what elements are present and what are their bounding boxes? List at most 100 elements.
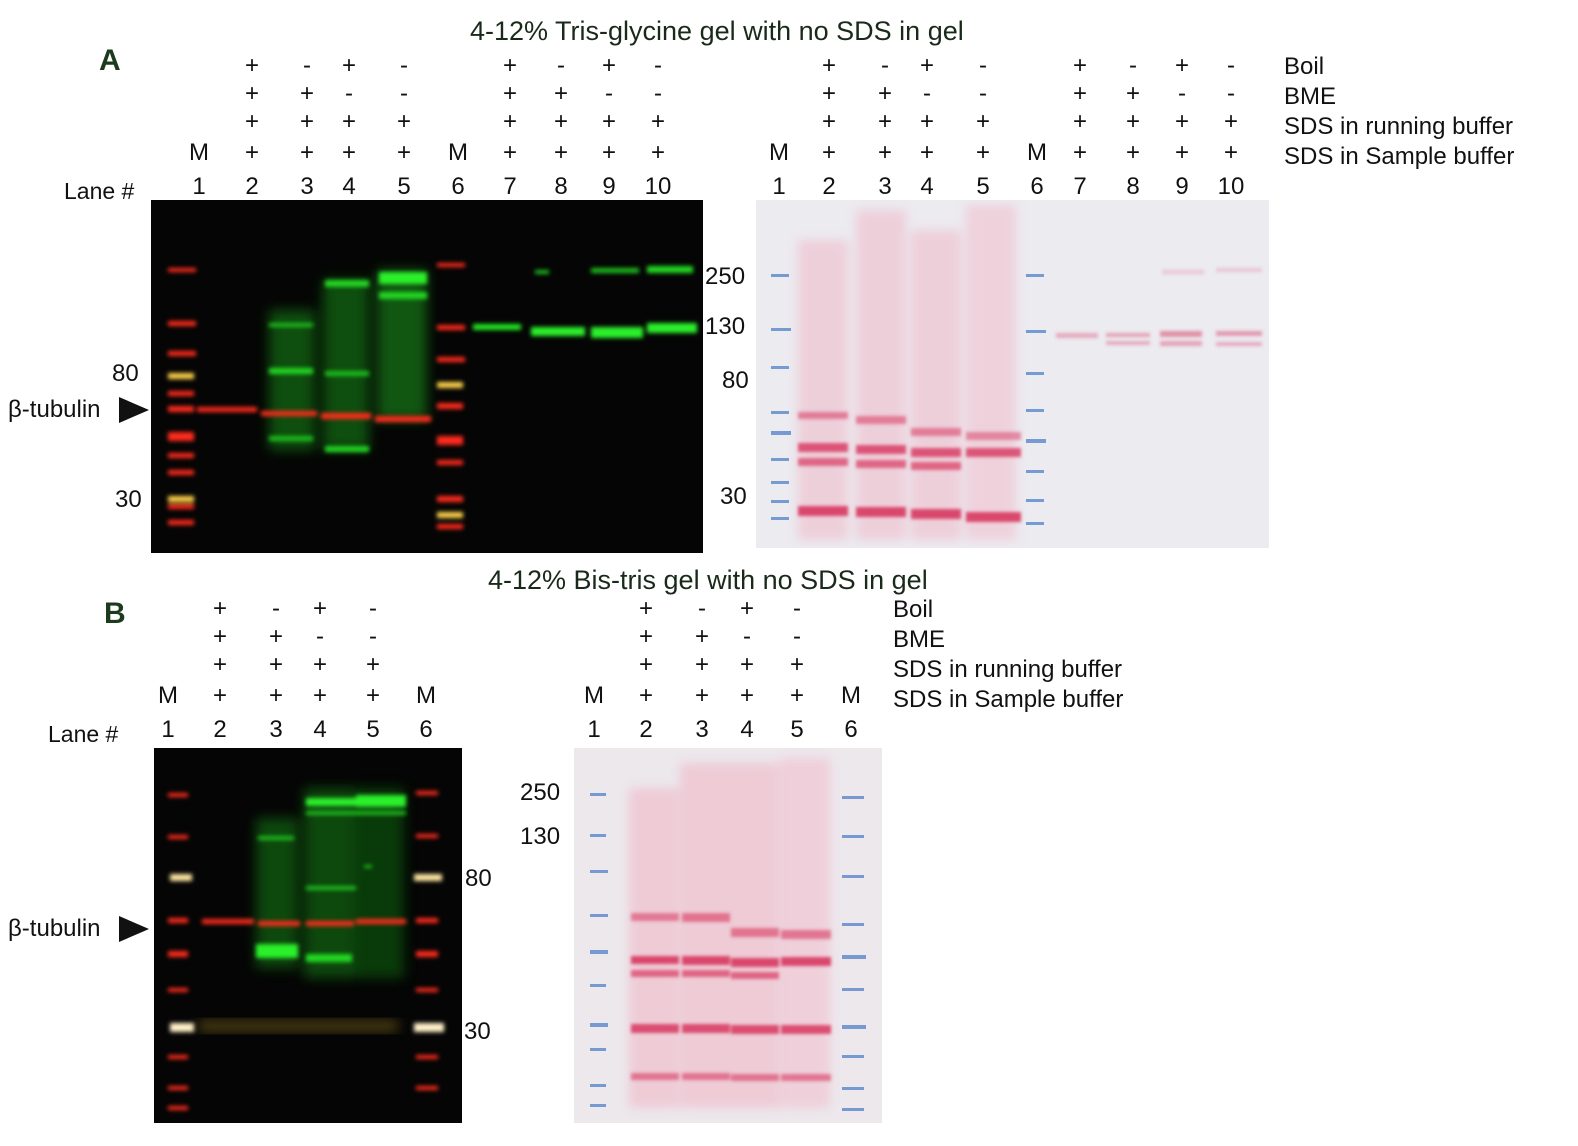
condition-symbol-sds-running-lane-9: +	[1174, 108, 1189, 135]
condition-symbol-sds-sample-lane-8: +	[1125, 139, 1140, 166]
blue-marker-lane-1	[771, 274, 791, 520]
lane-number-5: 5	[976, 173, 990, 200]
panel-b-label-bme: BME	[893, 626, 946, 653]
lane-number-1: 1	[772, 173, 786, 200]
condition-symbol-sds-running-lane-4: +	[341, 108, 356, 135]
condition-symbol-sds-sample-lane-9: +	[601, 139, 616, 166]
panel-b-lane-header: Lane #	[48, 721, 119, 747]
panel-b-beta-tubulin-arrow	[119, 916, 149, 942]
condition-symbol-sds-sample-lane-3: +	[299, 139, 314, 166]
condition-symbol-sds-running-lane-3: +	[877, 108, 892, 135]
lane-number-2: 2	[822, 173, 836, 200]
condition-symbol-bme-lane-8: +	[553, 80, 568, 107]
marker-ladder-lane-6	[437, 263, 465, 529]
lane-number-5: 5	[397, 173, 411, 200]
condition-symbol-boil-lane-3: -	[272, 595, 280, 622]
condition-symbol-sds-sample-lane-3: +	[694, 682, 709, 709]
condition-symbol-bme-lane-5: -	[369, 623, 377, 650]
marker-label-lane-6: M	[448, 139, 468, 166]
condition-symbol-sds-sample-lane-7: +	[1072, 139, 1087, 166]
condition-symbol-bme-lane-4: -	[316, 623, 324, 650]
condition-symbol-sds-running-lane-5: +	[365, 651, 380, 678]
panel-a-right-mw-80: 80	[722, 367, 749, 394]
condition-symbol-boil-lane-5: -	[793, 595, 801, 622]
condition-symbol-sds-sample-lane-10: +	[650, 139, 665, 166]
panel-a-mw-130: 130	[705, 313, 746, 340]
panel-b-label-boil: Boil	[893, 596, 934, 623]
panel-b-right-mw-130: 130	[520, 823, 561, 850]
condition-symbol-bme-lane-5: -	[400, 80, 408, 107]
lane-number-3: 3	[269, 716, 283, 743]
ponceau-bands	[798, 268, 1262, 522]
panel-a-letter: A	[99, 44, 121, 77]
condition-symbol-sds-running-lane-7: +	[502, 108, 517, 135]
marker-ladder-lane-1	[168, 268, 196, 525]
panel-a-mw-80: 80	[112, 360, 139, 387]
panel-a-fluorescent-blot	[151, 200, 703, 553]
condition-symbol-sds-running-lane-3: +	[299, 108, 314, 135]
green-bands	[269, 266, 697, 452]
blue-marker-lane-6	[842, 796, 866, 1111]
condition-symbol-sds-running-lane-2: +	[638, 651, 653, 678]
marker-label-lane-6: M	[416, 682, 436, 709]
condition-symbol-boil-lane-8: -	[557, 52, 565, 79]
marker-label-lane-6: M	[841, 682, 861, 709]
condition-symbol-boil-lane-5: -	[400, 52, 408, 79]
lane-number-7: 7	[503, 173, 517, 200]
condition-symbol-bme-lane-3: +	[299, 80, 314, 107]
panel-b-mw-80: 80	[465, 865, 492, 892]
panel-a-label-sds-sample: SDS in Sample buffer	[1284, 143, 1515, 170]
panel-b-title: 4-12% Bis-tris gel with no SDS in gel	[488, 565, 928, 595]
condition-symbol-bme-lane-7: +	[1072, 80, 1087, 107]
panel-a-lane-header: Lane #	[64, 178, 135, 204]
condition-symbol-sds-running-lane-3: +	[694, 651, 709, 678]
pink-smears	[798, 205, 1016, 540]
condition-symbol-sds-running-lane-4: +	[312, 651, 327, 678]
condition-symbol-bme-lane-3: +	[877, 80, 892, 107]
condition-symbol-sds-running-lane-10: +	[1223, 108, 1238, 135]
condition-symbol-bme-lane-4: -	[923, 80, 931, 107]
green-smear-lanes-3-5	[256, 788, 404, 978]
lane-number-2: 2	[639, 716, 653, 743]
condition-symbol-boil-lane-10: -	[654, 52, 662, 79]
condition-symbol-bme-lane-2: +	[212, 623, 227, 650]
lane-number-2: 2	[245, 173, 259, 200]
condition-symbol-bme-lane-9: -	[605, 80, 613, 107]
condition-symbol-sds-sample-lane-3: +	[877, 139, 892, 166]
panel-b-mw-30: 30	[464, 1018, 491, 1045]
condition-symbol-sds-sample-lane-3: +	[268, 682, 283, 709]
lane-number-8: 8	[554, 173, 568, 200]
condition-symbol-sds-running-lane-10: +	[650, 108, 665, 135]
lane-number-8: 8	[1126, 173, 1140, 200]
lane-number-9: 9	[1175, 173, 1189, 200]
faint-low-bands	[198, 1020, 398, 1032]
panel-a-label-sds-running: SDS in running buffer	[1284, 113, 1514, 140]
condition-symbol-sds-running-lane-5: +	[789, 651, 804, 678]
condition-symbol-sds-running-lane-5: +	[975, 108, 990, 135]
panel-b-label-sds-sample: SDS in Sample buffer	[893, 686, 1124, 713]
ponceau-bands	[631, 913, 831, 1081]
lane-number-5: 5	[790, 716, 804, 743]
condition-symbol-boil-lane-8: -	[1129, 52, 1137, 79]
condition-symbol-boil-lane-4: +	[919, 52, 934, 79]
condition-symbol-boil-lane-4: +	[312, 595, 327, 622]
marker-label-lane-6: M	[1027, 139, 1047, 166]
panel-a-beta-tubulin-label: β-tubulin	[8, 396, 101, 423]
condition-symbol-sds-sample-lane-8: +	[553, 139, 568, 166]
lane-number-4: 4	[920, 173, 934, 200]
beta-tubulin-bands	[197, 407, 431, 422]
condition-symbol-boil-lane-7: +	[1072, 52, 1087, 79]
green-smear-lanes-3-5	[269, 270, 427, 450]
panel-b-beta-tubulin-label: β-tubulin	[8, 915, 101, 942]
lane-number-2: 2	[213, 716, 227, 743]
lane-number-1: 1	[161, 716, 175, 743]
condition-symbol-boil-lane-9: +	[601, 52, 616, 79]
condition-symbol-boil-lane-7: +	[502, 52, 517, 79]
condition-symbol-sds-running-lane-8: +	[553, 108, 568, 135]
beta-tubulin-bands	[202, 919, 406, 926]
condition-symbol-sds-sample-lane-5: +	[365, 682, 380, 709]
condition-symbol-sds-running-lane-3: +	[268, 651, 283, 678]
condition-symbol-boil-lane-2: +	[244, 52, 259, 79]
blue-marker-lane-6	[1026, 274, 1046, 525]
condition-symbol-sds-sample-lane-4: +	[341, 139, 356, 166]
